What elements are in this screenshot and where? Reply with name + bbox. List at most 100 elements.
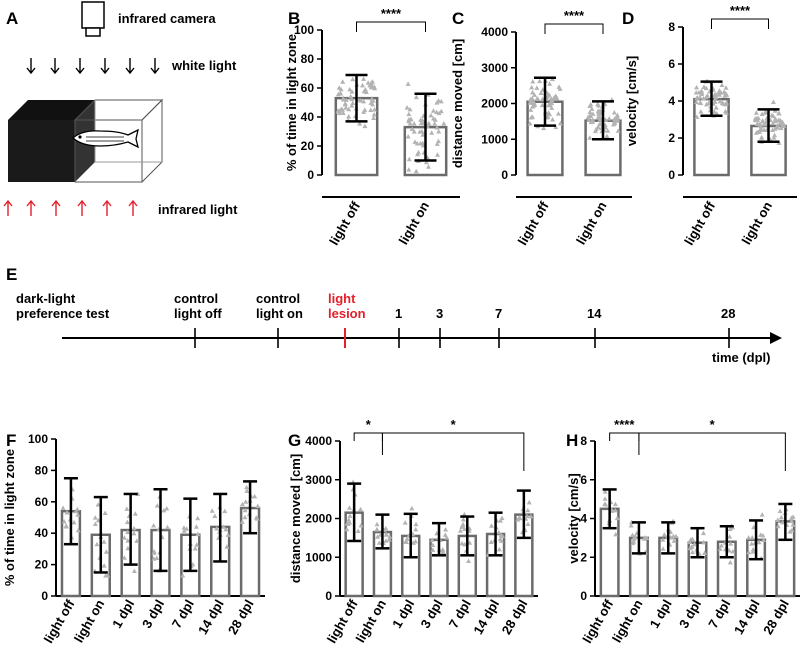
- data-point: [414, 141, 420, 146]
- data-point: [529, 89, 535, 95]
- camera-icon: [81, 1, 105, 37]
- data-point: [727, 526, 733, 531]
- infrared-light-arrows-icon: [3, 199, 138, 216]
- data-point: [763, 109, 769, 115]
- zebrafish-icon: [72, 128, 139, 149]
- data-point: [534, 85, 540, 90]
- data-point: [429, 130, 435, 135]
- data-point: [349, 103, 355, 108]
- data-point: [541, 125, 547, 131]
- data-point: [497, 536, 503, 542]
- data-point: [193, 524, 199, 529]
- data-point: [435, 138, 441, 144]
- data-point: [779, 119, 785, 124]
- data-point: [404, 539, 410, 545]
- y-tick-label: 40: [301, 110, 315, 124]
- y-tick-label: 20: [301, 139, 315, 153]
- data-point: [154, 503, 160, 508]
- data-point: [92, 515, 98, 520]
- day-label-28: 28: [721, 306, 735, 321]
- y-axis-label: % of time in light zone: [284, 34, 299, 171]
- category-label: light on: [396, 199, 432, 247]
- data-point: [164, 505, 170, 511]
- data-point: [343, 105, 349, 110]
- data-point: [539, 102, 545, 108]
- data-point: [596, 103, 602, 108]
- data-point: [94, 541, 100, 547]
- timeline: dark-light preference test control light…: [16, 291, 782, 365]
- data-point: [343, 97, 349, 102]
- data-point: [460, 516, 466, 522]
- panel-letter-f: F: [6, 431, 16, 450]
- data-point: [103, 549, 109, 554]
- setup-schematic: infrared camera white light: [3, 1, 238, 217]
- data-point: [727, 559, 733, 565]
- data-point: [405, 81, 411, 86]
- data-point: [121, 555, 127, 560]
- data-point: [631, 536, 637, 541]
- data-point: [415, 149, 421, 155]
- data-point: [699, 88, 705, 93]
- data-point: [588, 119, 594, 125]
- data-point: [496, 529, 502, 535]
- data-point: [195, 515, 201, 521]
- data-point: [758, 134, 764, 140]
- data-point: [357, 121, 363, 126]
- data-point: [730, 548, 736, 554]
- significance-bracket: [381, 432, 525, 471]
- y-tick-label: 0: [580, 589, 587, 603]
- data-point: [610, 121, 616, 127]
- event-control-off-1: control: [174, 291, 218, 306]
- data-point: [713, 105, 719, 110]
- data-point: [719, 100, 725, 105]
- data-point: [181, 525, 187, 530]
- data-point: [420, 140, 426, 146]
- data-point: [101, 563, 107, 568]
- data-point: [596, 111, 602, 117]
- data-point: [724, 92, 730, 97]
- data-point: [347, 520, 353, 525]
- data-point: [557, 120, 563, 126]
- data-point: [358, 506, 364, 512]
- timeline-start-label-2: preference test: [16, 306, 110, 321]
- data-point: [242, 514, 248, 520]
- data-point: [121, 535, 127, 540]
- data-point: [438, 108, 444, 114]
- data-point: [702, 550, 708, 556]
- data-point: [758, 126, 764, 131]
- data-point: [698, 109, 704, 114]
- data-point: [413, 94, 419, 100]
- data-point: [746, 535, 752, 540]
- significance-bracket: [353, 432, 383, 441]
- data-point: [771, 135, 777, 140]
- y-tick-label: 0: [307, 168, 314, 182]
- category-label: 14 dpl: [195, 597, 227, 637]
- data-point: [124, 506, 130, 511]
- significance-bracket: [711, 18, 769, 29]
- data-point: [346, 517, 352, 522]
- y-tick-label: 60: [301, 81, 315, 95]
- data-point: [614, 515, 620, 521]
- data-point: [443, 526, 449, 532]
- data-point: [64, 509, 70, 515]
- data-point: [101, 539, 107, 544]
- data-point: [758, 123, 764, 129]
- data-point: [776, 117, 782, 123]
- data-point: [557, 86, 563, 91]
- data-point: [418, 120, 424, 126]
- data-point: [712, 92, 718, 97]
- y-tick-label: 0: [41, 589, 48, 603]
- data-point: [75, 512, 81, 517]
- y-tick-label: 4: [668, 94, 675, 108]
- data-point: [337, 110, 343, 116]
- data-point: [525, 507, 531, 513]
- data-point: [428, 112, 434, 118]
- y-tick-label: 0: [668, 168, 675, 182]
- data-point: [349, 89, 355, 94]
- data-point: [164, 524, 170, 530]
- data-point: [605, 128, 611, 133]
- category-label: 1 dpl: [389, 597, 417, 631]
- data-point: [347, 86, 353, 92]
- data-point: [703, 85, 709, 91]
